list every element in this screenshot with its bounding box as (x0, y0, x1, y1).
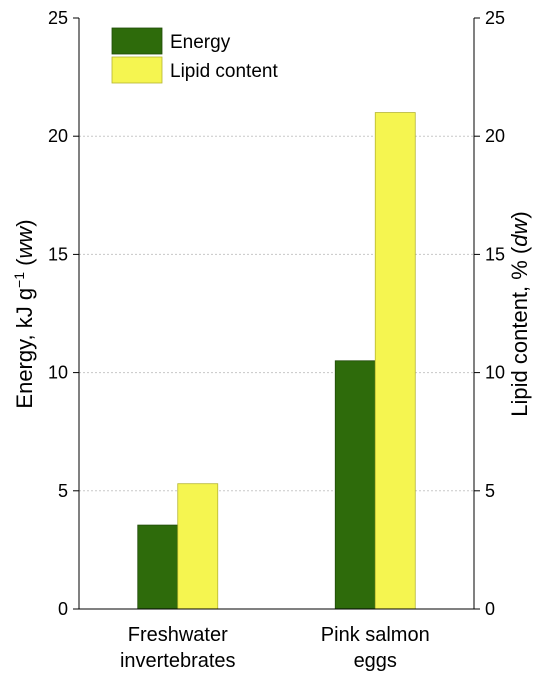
left-y-axis-title-main: Energy, kJ g (12, 288, 37, 409)
legend-swatch-lipid-content (111, 56, 163, 84)
right-y-axis-title-open: ( (507, 246, 532, 254)
left-y-tick-label: 15 (48, 244, 68, 264)
left-y-tick-label: 10 (48, 363, 68, 383)
x-category-label: Freshwater (128, 624, 228, 646)
legend-label-energy: Energy (170, 32, 231, 53)
category-labels: Freshwater invertebrates Pink salmon eggs (120, 624, 430, 672)
left-y-axis-title-close: ) (12, 219, 37, 226)
left-y-axis-title: Energy, kJ g−1 (ww) (11, 219, 37, 408)
right-y-tick-label: 15 (485, 244, 505, 264)
left-y-axis-title-open: ( (12, 258, 37, 272)
left-y-tick-label: 5 (58, 481, 68, 501)
right-y-tick-label: 5 (485, 481, 495, 501)
left-y-tick-label: 25 (48, 8, 68, 28)
legend: Energy Lipid content (111, 27, 278, 84)
ticks: 0 0 5 5 10 10 15 15 20 20 25 25 (48, 8, 505, 619)
x-category-label: eggs (354, 650, 397, 672)
bar-lipid-content (374, 112, 416, 610)
left-y-axis-title-sup: −1 (11, 272, 27, 288)
legend-label-lipid-content: Lipid content (170, 61, 278, 82)
legend-swatch-energy (111, 27, 163, 55)
right-y-axis-title-italic: dw (507, 216, 532, 246)
right-y-axis-title: Lipid content, % (dw) (507, 211, 532, 416)
left-y-axis-title-italic: ww (12, 225, 37, 259)
right-y-tick-label: 10 (485, 363, 505, 383)
bar-lipid-content (177, 483, 219, 610)
right-y-axis-title-close: ) (507, 211, 532, 218)
x-category-label: invertebrates (120, 650, 236, 672)
right-y-tick-label: 0 (485, 599, 495, 619)
bars (137, 112, 416, 610)
right-y-axis-title-main: Lipid content, % (507, 254, 532, 417)
right-y-tick-label: 20 (485, 126, 505, 146)
left-y-tick-label: 20 (48, 126, 68, 146)
left-y-tick-label: 0 (58, 599, 68, 619)
x-category-label: Pink salmon (321, 624, 430, 646)
bar-energy (137, 524, 179, 610)
right-y-tick-label: 25 (485, 8, 505, 28)
bar-energy (334, 360, 376, 610)
